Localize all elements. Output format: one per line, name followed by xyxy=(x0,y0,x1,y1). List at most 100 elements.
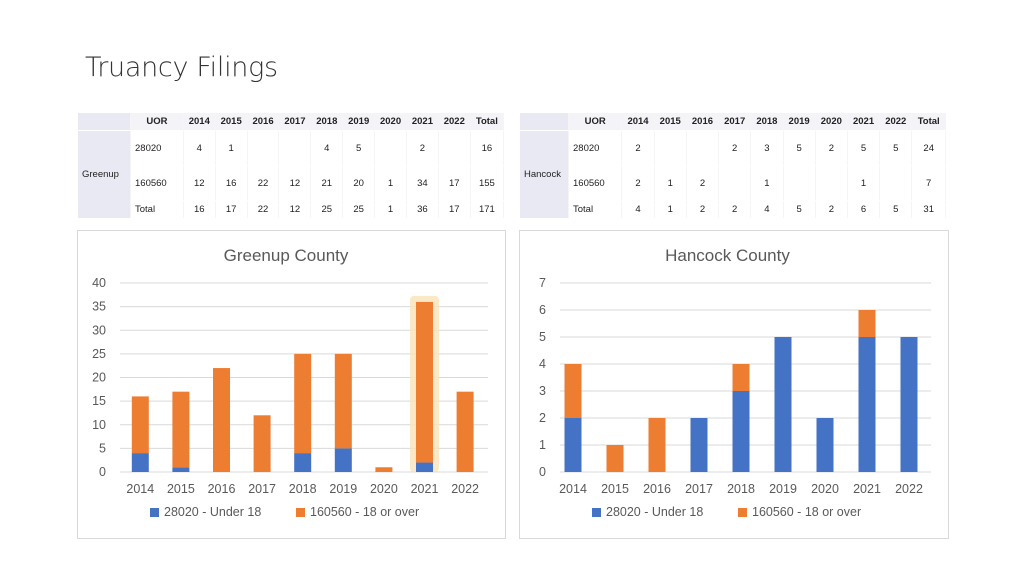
bar-under18-2019 xyxy=(334,448,352,472)
x-tick-label: 2017 xyxy=(248,482,276,496)
table-cell: 5 xyxy=(879,200,913,219)
x-tick-label: 2022 xyxy=(451,482,479,496)
bar-over18-2015 xyxy=(606,445,624,472)
bar-over18-2018 xyxy=(294,353,312,454)
table-cell: 6 xyxy=(847,200,881,219)
table-cell xyxy=(278,130,312,166)
table-cell: 34 xyxy=(406,165,439,201)
table-cell: 7 xyxy=(911,165,946,201)
table-cell: 4 xyxy=(750,200,784,219)
header-cell: 2016 xyxy=(247,113,280,131)
x-tick-label: 2019 xyxy=(769,482,797,496)
header-cell: 2020 xyxy=(815,113,848,131)
table-cell: 36 xyxy=(406,200,439,219)
chart-title: Greenup County xyxy=(224,246,349,265)
header-cell: 2017 xyxy=(278,113,312,131)
greenup-table: UOR 2014 2015 2016 2017 2018 2019 2020 2… xyxy=(78,113,505,219)
table-cell: 1 xyxy=(215,130,248,166)
table-cell: 28020 xyxy=(568,130,623,166)
table-cell: 2 xyxy=(406,130,439,166)
y-tick-label: 10 xyxy=(92,418,106,432)
county-name-cell: Greenup xyxy=(78,130,131,219)
chart-title: Hancock County xyxy=(665,246,790,265)
header-cell: 2016 xyxy=(686,113,720,131)
bar-under18-2021 xyxy=(858,337,876,472)
y-tick-label: 2 xyxy=(539,411,546,425)
header-cell: 2022 xyxy=(438,113,471,131)
bar-over18-2017 xyxy=(253,415,271,472)
header-cell: 2014 xyxy=(183,113,216,131)
header-cell: 2019 xyxy=(783,113,816,131)
x-tick-label: 2022 xyxy=(895,482,923,496)
table-cell: 1 xyxy=(847,165,881,201)
table-cell: 5 xyxy=(847,130,881,166)
table-cell xyxy=(438,130,471,166)
table-cell: 1 xyxy=(374,200,407,219)
table-cell: 1 xyxy=(654,165,687,201)
table-cell: 2 xyxy=(621,130,655,166)
legend-swatch xyxy=(592,508,601,517)
table-cell: 20 xyxy=(342,165,376,201)
table-cell: 171 xyxy=(470,200,505,219)
legend-label: 28020 - Under 18 xyxy=(164,505,261,519)
bar-over18-2020 xyxy=(375,467,393,472)
x-tick-label: 2021 xyxy=(853,482,881,496)
bar-under18-2020 xyxy=(816,418,834,472)
hancock-table: UOR 2014 2015 2016 2017 2018 2019 2020 2… xyxy=(520,113,946,219)
x-tick-label: 2014 xyxy=(559,482,587,496)
y-tick-label: 5 xyxy=(99,441,106,455)
table-cell: 2 xyxy=(815,200,848,219)
table-header-row: UOR 2014 2015 2016 2017 2018 2019 2020 2… xyxy=(520,113,946,131)
bar-under18-2014 xyxy=(131,453,149,472)
header-cell: 2022 xyxy=(879,113,913,131)
x-tick-label: 2019 xyxy=(329,482,357,496)
y-tick-label: 0 xyxy=(99,465,106,479)
table-cell: Total xyxy=(130,200,184,219)
header-cell: UOR xyxy=(130,113,184,131)
hancock-chart: Hancock County 0 1 2 3 4 5 6 7 2014 2015 2016 2017 20… xyxy=(539,246,931,519)
table-cell: 3 xyxy=(750,130,784,166)
table-cell: Total xyxy=(568,200,623,219)
header-cell: 2014 xyxy=(621,113,655,131)
table-cell: 16 xyxy=(215,165,248,201)
bar-over18-2016 xyxy=(213,368,230,472)
table-cell: 2 xyxy=(718,130,752,166)
y-tick-label: 15 xyxy=(92,394,106,408)
table-cell xyxy=(718,165,752,201)
table-cell: 1 xyxy=(750,165,784,201)
header-cell: 2015 xyxy=(215,113,248,131)
header-cell: 2019 xyxy=(342,113,376,131)
bar-over18-2015 xyxy=(172,391,190,468)
table-cell: 31 xyxy=(911,200,946,219)
header-cell: 2015 xyxy=(654,113,687,131)
bar-over18-2019 xyxy=(334,353,352,449)
x-tick-label: 2018 xyxy=(727,482,755,496)
y-tick-label: 5 xyxy=(539,330,546,344)
table-cell: 1 xyxy=(374,165,407,201)
table-cell: 1 xyxy=(654,200,687,219)
table-cell xyxy=(686,130,720,166)
table-row: 160560 12 16 22 12 21 20 1 34 17 155 xyxy=(78,165,505,201)
legend-label: 28020 - Under 18 xyxy=(606,505,703,519)
table-cell: 5 xyxy=(879,130,913,166)
bar-under18-2018 xyxy=(732,391,750,472)
table-cell xyxy=(374,130,407,166)
y-tick-label: 35 xyxy=(92,300,106,314)
table-cell xyxy=(815,165,848,201)
y-tick-label: 30 xyxy=(92,323,106,337)
y-tick-label: 7 xyxy=(539,276,546,290)
legend-swatch xyxy=(738,508,747,517)
bar-over18-2021 xyxy=(416,301,433,463)
table-row: Total 4 1 2 2 4 5 2 6 5 31 xyxy=(520,200,946,219)
table-cell xyxy=(879,165,913,201)
table-row: Hancock 28020 2 2 3 5 2 5 5 24 xyxy=(520,130,946,219)
header-cell: 2021 xyxy=(847,113,881,131)
table-cell: 5 xyxy=(783,200,816,219)
table-cell: 2 xyxy=(686,165,720,201)
x-tick-label: 2020 xyxy=(370,482,398,496)
table-cell: 2 xyxy=(815,130,848,166)
x-tick-label: 2015 xyxy=(601,482,629,496)
bar-over18-2016 xyxy=(648,418,666,472)
greenup-chart: Greenup County 0 5 10 15 20 25 30 35 40 2014 2015 20… xyxy=(92,246,488,519)
legend-swatch xyxy=(150,508,159,517)
